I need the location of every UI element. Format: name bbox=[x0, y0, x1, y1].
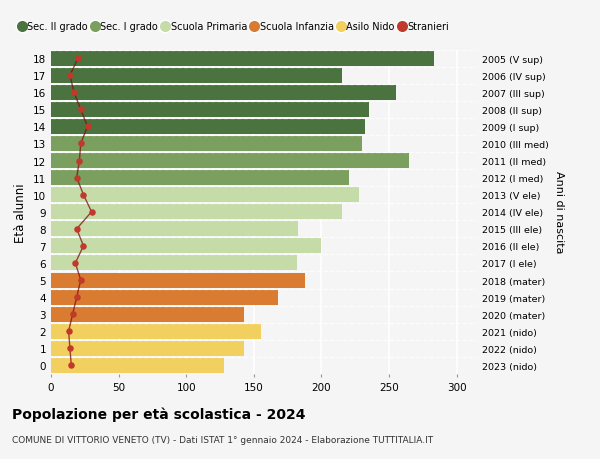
Point bbox=[79, 243, 88, 250]
Point bbox=[72, 174, 82, 182]
Point bbox=[72, 294, 82, 301]
Y-axis label: Età alunni: Età alunni bbox=[14, 183, 28, 242]
Bar bbox=[51, 205, 342, 220]
Bar bbox=[51, 51, 434, 67]
Bar bbox=[51, 154, 409, 169]
Y-axis label: Anni di nascita: Anni di nascita bbox=[554, 171, 564, 253]
Text: COMUNE DI VITTORIO VENETO (TV) - Dati ISTAT 1° gennaio 2024 - Elaborazione TUTTI: COMUNE DI VITTORIO VENETO (TV) - Dati IS… bbox=[12, 435, 433, 444]
Point bbox=[76, 140, 86, 148]
Point bbox=[72, 226, 82, 233]
Point bbox=[64, 328, 73, 335]
Bar bbox=[51, 85, 396, 101]
Point bbox=[76, 106, 86, 114]
Legend: Sec. II grado, Sec. I grado, Scuola Primaria, Scuola Infanzia, Asilo Nido, Stran: Sec. II grado, Sec. I grado, Scuola Prim… bbox=[16, 18, 453, 36]
Bar bbox=[51, 239, 322, 254]
Point bbox=[73, 56, 83, 63]
Point bbox=[74, 157, 84, 165]
Bar bbox=[51, 290, 278, 305]
Point bbox=[65, 345, 75, 352]
Bar bbox=[51, 188, 359, 203]
Bar bbox=[51, 222, 298, 237]
Bar bbox=[51, 273, 305, 288]
Point bbox=[79, 191, 88, 199]
Point bbox=[67, 362, 76, 369]
Point bbox=[68, 311, 77, 318]
Bar bbox=[51, 307, 244, 322]
Point bbox=[71, 260, 80, 267]
Bar bbox=[51, 256, 297, 271]
Bar bbox=[51, 358, 224, 373]
Point bbox=[69, 90, 79, 97]
Text: Popolazione per età scolastica - 2024: Popolazione per età scolastica - 2024 bbox=[12, 406, 305, 421]
Bar bbox=[51, 171, 349, 186]
Point bbox=[65, 73, 75, 80]
Point bbox=[76, 277, 86, 284]
Bar bbox=[51, 103, 369, 118]
Bar bbox=[51, 68, 342, 84]
Point bbox=[83, 123, 92, 131]
Bar bbox=[51, 120, 365, 134]
Point bbox=[87, 208, 97, 216]
Bar bbox=[51, 341, 244, 356]
Bar bbox=[51, 324, 260, 339]
Bar bbox=[51, 137, 362, 151]
